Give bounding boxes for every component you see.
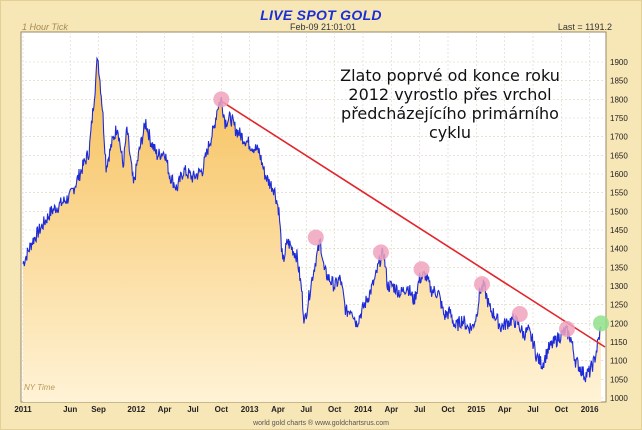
y-tick-label: 1850 <box>610 77 628 86</box>
peak-marker <box>372 244 389 261</box>
peak-marker <box>559 320 575 337</box>
x-tick-label: Oct <box>555 405 569 414</box>
x-tick-label: Jul <box>414 405 426 414</box>
y-tick-label: 1600 <box>610 170 628 179</box>
peak-marker <box>213 91 230 108</box>
x-tick-label: Jun <box>63 405 77 414</box>
downtrend-line <box>220 100 606 348</box>
y-tick-label: 1100 <box>610 357 628 366</box>
price-area <box>23 58 601 403</box>
peak-marker <box>474 276 490 293</box>
peak-marker <box>307 229 324 246</box>
y-axis: 1000 1050 1100 1150 1200 1250 1300 1350 1400 1450… <box>610 58 628 403</box>
x-tick-label: Apr <box>158 405 172 414</box>
y-tick-label: 1900 <box>610 58 628 67</box>
y-tick-label: 1450 <box>610 226 628 235</box>
tick-interval-label: 1 Hour Tick <box>22 22 68 32</box>
y-tick-label: 1000 <box>610 394 628 403</box>
x-tick-label: 2016 <box>581 405 599 414</box>
y-tick-label: 1550 <box>610 189 628 198</box>
price-line <box>22 56 602 383</box>
chart-title: LIVE SPOT GOLD <box>260 7 382 23</box>
x-axis: 2011 Jun Sep 2012 Apr Jul Oct 2013 Apr Jul Oct 2014… <box>14 405 599 414</box>
timestamp-label: Feb-09 21:01:01 <box>290 22 357 32</box>
x-tick-label: 2011 <box>14 405 32 414</box>
x-tick-label: Jul <box>527 405 539 414</box>
peak-marker <box>413 261 430 278</box>
chart-annotation: Zlato poprvé od konce roku 2012 vyrostlo… <box>340 66 560 142</box>
peak-markers <box>213 91 609 337</box>
x-tick-label: Apr <box>498 405 512 414</box>
y-tick-label: 1200 <box>610 319 628 328</box>
x-tick-label: Oct <box>441 405 455 414</box>
y-tick-label: 1050 <box>610 375 628 384</box>
x-tick-label: Apr <box>384 405 398 414</box>
peak-marker <box>511 306 528 322</box>
y-tick-label: 1500 <box>610 207 628 216</box>
y-tick-label: 1700 <box>610 133 628 142</box>
breakout-marker <box>593 315 609 332</box>
x-tick-label: 2015 <box>467 405 485 414</box>
last-price-label: Last = 1191.2 <box>557 22 612 32</box>
x-tick-label: Oct <box>215 405 229 414</box>
y-tick-label: 1750 <box>610 114 628 123</box>
x-tick-label: 2012 <box>127 405 145 414</box>
x-tick-label: Apr <box>271 405 285 414</box>
y-tick-label: 1650 <box>610 151 628 160</box>
x-tick-label: Jul <box>187 405 199 414</box>
y-tick-label: 1300 <box>610 282 628 291</box>
x-tick-label: 2014 <box>354 405 372 414</box>
x-tick-label: 2013 <box>241 405 259 414</box>
x-tick-label: Oct <box>328 405 342 414</box>
watermark: world gold charts ® www.goldchartsrus.co… <box>253 420 389 427</box>
timezone-label: NY Time <box>24 383 55 392</box>
y-tick-label: 1250 <box>610 301 628 310</box>
y-tick-label: 1350 <box>610 263 628 272</box>
y-tick-label: 1400 <box>610 245 628 254</box>
y-tick-label: 1800 <box>610 95 628 104</box>
y-tick-label: 1150 <box>610 338 628 347</box>
x-tick-label: Sep <box>91 405 106 414</box>
x-tick-label: Jul <box>301 405 313 414</box>
